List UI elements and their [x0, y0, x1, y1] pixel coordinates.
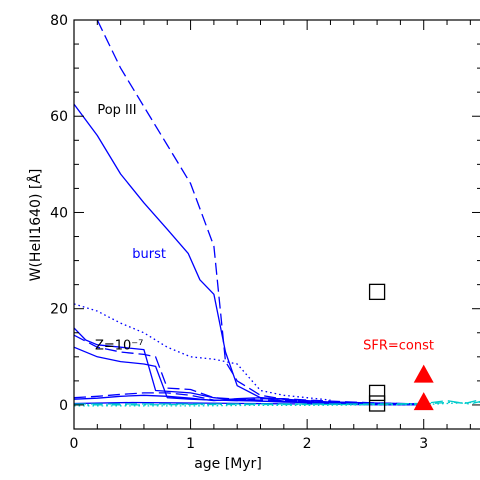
marker-layer: [368, 283, 434, 412]
plot-frame: [73, 19, 480, 430]
y-tick-label: 60: [50, 109, 68, 125]
series-layer: [74, 20, 480, 407]
triangle-marker-5: [413, 392, 434, 411]
annotation-label: Pop III: [97, 103, 136, 118]
tick-label-layer: 0 1 2 3 0 20 40 60 80: [50, 13, 428, 452]
series-line-12: [74, 401, 480, 407]
y-tick-label: 80: [50, 13, 68, 29]
series-line-2: [96, 20, 424, 406]
y-tick-label: 20: [50, 302, 68, 318]
annotation-label: SFR=const: [363, 339, 434, 354]
triangle-marker-4: [413, 364, 434, 383]
y-tick-label: 0: [59, 398, 68, 414]
x-tick-label: 0: [70, 436, 79, 452]
annotation-label: Z=10⁻⁷: [95, 339, 143, 354]
x-axis-label: age [Myr]: [194, 456, 262, 472]
y-axis-label: W(HeII1640) [Å]: [27, 169, 44, 282]
square-marker-1: [368, 283, 386, 301]
annotation-label: burst: [132, 247, 166, 262]
series-line-8: [74, 394, 424, 405]
x-tick-label: 2: [303, 436, 312, 452]
series-line-3: [74, 303, 331, 401]
square-marker-2: [368, 384, 386, 402]
annotation-layer: Pop III burst Z=10⁻⁷ SFR=const: [95, 103, 434, 354]
x-tick-label: 3: [419, 436, 428, 452]
square-marker-3: [368, 395, 386, 412]
y-tick-label: 40: [50, 205, 68, 221]
x-tick-label: 1: [186, 436, 195, 452]
tick-layer: [73, 19, 480, 429]
